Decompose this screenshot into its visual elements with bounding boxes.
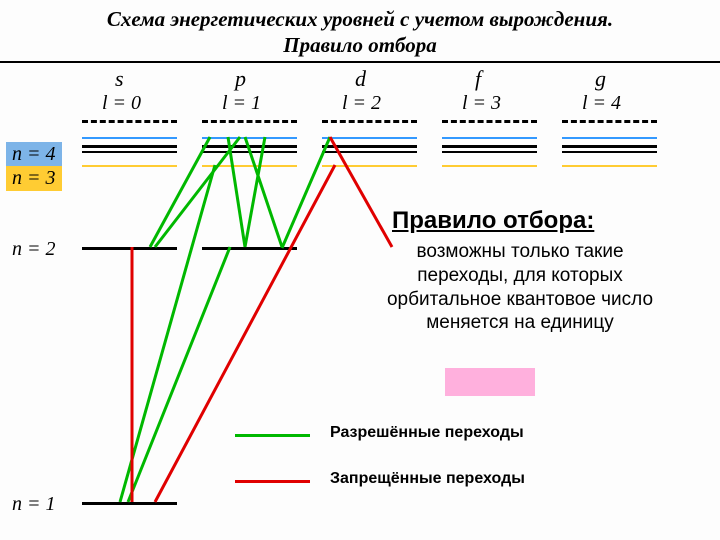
transition-allowed xyxy=(128,247,230,502)
energy-level-diagram: sl = 0pl = 1dl = 2fl = 3gl = 4n = 4n = 3… xyxy=(0,62,720,540)
rule-text: возможны только такие переходы, для кото… xyxy=(380,240,660,335)
legend-forbidden-label: Запрещённые переходы xyxy=(330,470,525,488)
transition-allowed xyxy=(228,137,245,247)
legend-forbidden-line xyxy=(235,480,310,483)
rule-title: Правило отбора: xyxy=(392,207,594,235)
slide-header: Схема энергетических уровней с учетом вы… xyxy=(0,0,720,63)
transition-allowed xyxy=(150,137,210,247)
transition-forbidden xyxy=(155,165,335,502)
legend-allowed-line xyxy=(235,434,310,437)
formula-box xyxy=(445,368,535,396)
title-line1: Схема энергетических уровней с учетом вы… xyxy=(107,7,613,31)
title: Схема энергетических уровней с учетом вы… xyxy=(0,6,720,59)
transition-allowed xyxy=(282,137,330,248)
legend-allowed-label: Разрешённые переходы xyxy=(330,424,524,442)
title-line2: Правило отбора xyxy=(283,33,436,57)
transition-forbidden xyxy=(330,137,392,247)
